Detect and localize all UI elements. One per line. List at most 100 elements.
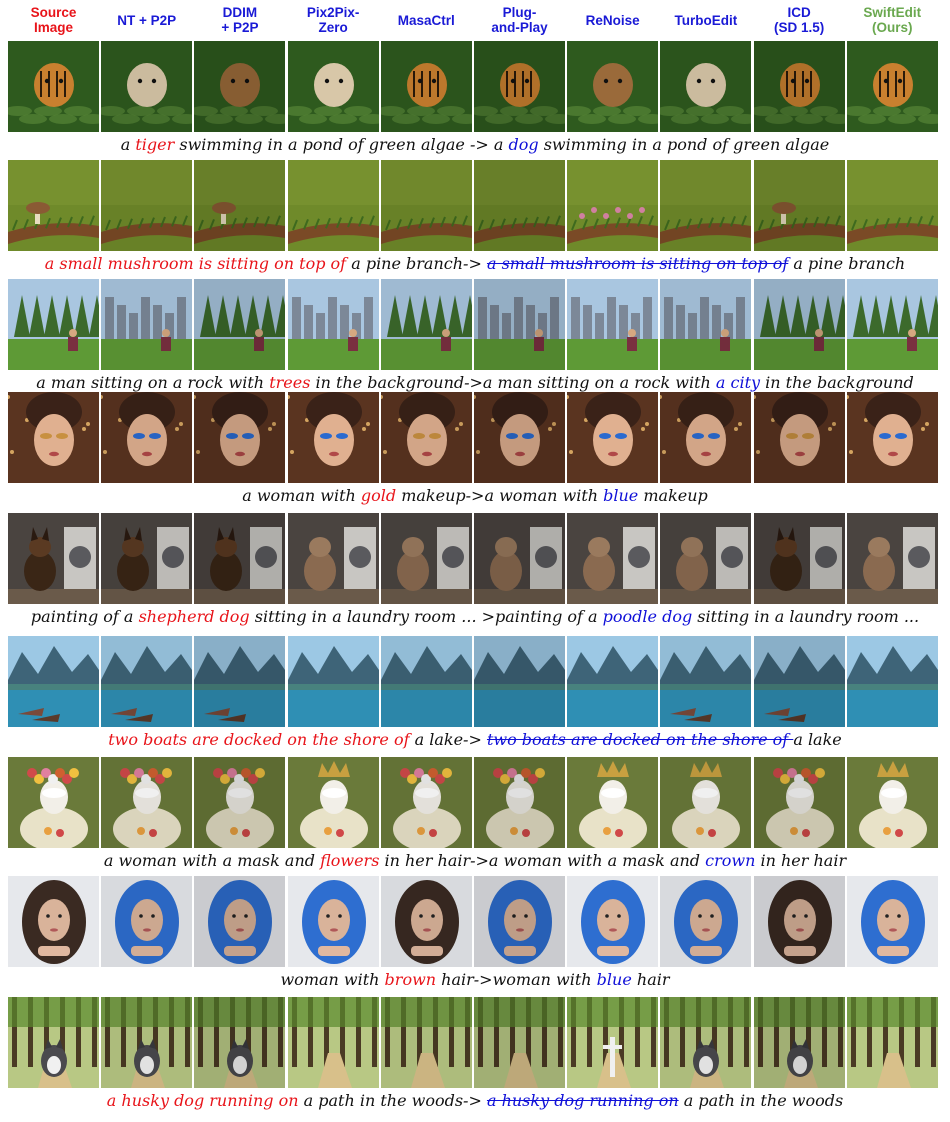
column-header-3: Pix2Pix- Zero xyxy=(306,5,360,35)
caption-segment: tiger xyxy=(135,135,175,154)
result-image-7 xyxy=(660,513,752,604)
caption-segment: hair->woman with xyxy=(436,970,597,989)
result-image-4 xyxy=(380,279,472,370)
column-header-2: DDIM + P2P xyxy=(221,5,259,35)
caption-segment: makeup->a woman with xyxy=(396,486,604,505)
caption-segment: woman with xyxy=(280,970,385,989)
result-image-6 xyxy=(567,636,659,727)
caption-segment: a woman with a mask and xyxy=(103,851,321,870)
caption-segment: a small mushroom is sitting on top of xyxy=(44,254,347,273)
result-image-7 xyxy=(660,41,752,132)
caption-segment: a husky dog running on xyxy=(486,1091,679,1110)
image-strip xyxy=(8,997,938,1088)
result-image-8 xyxy=(753,41,845,132)
result-image-8 xyxy=(753,160,845,251)
result-image-1 xyxy=(101,41,193,132)
result-image-7 xyxy=(660,876,752,967)
result-image-5 xyxy=(474,160,565,251)
result-image-4 xyxy=(380,41,472,132)
edit-prompt-caption: woman with brown hair->woman with blue h… xyxy=(0,970,950,990)
result-image-8 xyxy=(753,636,845,727)
caption-segment: in her hair->a woman with a mask and xyxy=(379,851,706,870)
result-image-4 xyxy=(380,513,472,604)
caption-segment: flowers xyxy=(320,851,380,870)
result-image-9 xyxy=(846,392,938,483)
result-image-1 xyxy=(101,636,193,727)
caption-segment: in the background xyxy=(760,373,914,392)
result-image-5 xyxy=(474,757,565,848)
image-strip xyxy=(8,160,938,251)
result-image-7 xyxy=(660,279,752,370)
result-image-9 xyxy=(846,876,938,967)
result-image-4 xyxy=(380,876,472,967)
image-strip xyxy=(8,876,938,967)
column-header-5: Plug- and-Play xyxy=(491,5,548,35)
result-image-2 xyxy=(194,41,286,132)
caption-segment: sitting in a laundry room ... >painting … xyxy=(249,607,603,626)
edit-prompt-caption: a small mushroom is sitting on top of a … xyxy=(0,254,950,274)
result-image-6 xyxy=(567,876,659,967)
result-image-8 xyxy=(753,757,845,848)
caption-segment: trees xyxy=(269,373,311,392)
caption-segment: crown xyxy=(705,851,756,870)
caption-segment: painting of a xyxy=(30,607,139,626)
result-image-0 xyxy=(8,513,99,604)
result-image-5 xyxy=(474,997,565,1088)
result-image-0 xyxy=(8,997,99,1088)
caption-segment: sitting in a laundry room ... xyxy=(692,607,920,626)
image-strip xyxy=(8,279,938,370)
result-image-2 xyxy=(194,279,286,370)
result-image-0 xyxy=(8,392,99,483)
result-image-5 xyxy=(474,636,565,727)
result-image-2 xyxy=(194,997,286,1088)
result-image-5 xyxy=(474,392,565,483)
result-image-1 xyxy=(101,392,193,483)
result-image-2 xyxy=(194,876,286,967)
caption-segment: in her hair xyxy=(755,851,847,870)
result-image-5 xyxy=(474,279,565,370)
caption-segment: a path in the woods xyxy=(678,1091,844,1110)
column-header-8: ICD (SD 1.5) xyxy=(773,5,825,35)
result-image-9 xyxy=(846,757,938,848)
result-image-5 xyxy=(474,513,565,604)
image-strip xyxy=(8,41,938,132)
caption-segment: a small mushroom is sitting on top of xyxy=(486,254,789,273)
edit-prompt-caption: a husky dog running on a path in the woo… xyxy=(0,1091,950,1111)
result-image-8 xyxy=(753,876,845,967)
result-image-8 xyxy=(753,279,845,370)
caption-segment: dog xyxy=(508,135,539,154)
column-header-6: ReNoise xyxy=(585,12,640,28)
result-image-8 xyxy=(753,392,845,483)
result-image-6 xyxy=(567,41,659,132)
result-image-9 xyxy=(846,160,938,251)
caption-segment: in the background->a man sitting on a ro… xyxy=(310,373,716,392)
caption-segment: a woman with xyxy=(242,486,361,505)
result-image-1 xyxy=(101,513,193,604)
result-image-3 xyxy=(287,636,379,727)
result-image-3 xyxy=(287,757,379,848)
result-image-3 xyxy=(287,392,379,483)
column-header-4: MasaCtrl xyxy=(397,12,455,28)
edit-prompt-caption: a tiger swimming in a pond of green alga… xyxy=(0,135,950,155)
result-image-3 xyxy=(287,513,379,604)
image-strip xyxy=(8,392,938,483)
result-image-3 xyxy=(287,160,379,251)
caption-segment: blue xyxy=(603,486,639,505)
caption-segment: a lake-> xyxy=(409,730,487,749)
result-image-6 xyxy=(567,160,659,251)
caption-segment: blue xyxy=(596,970,632,989)
result-image-7 xyxy=(660,160,752,251)
result-image-0 xyxy=(8,279,99,370)
column-header-1: NT + P2P xyxy=(117,12,177,28)
result-image-0 xyxy=(8,757,99,848)
result-image-9 xyxy=(846,41,938,132)
result-image-9 xyxy=(846,279,938,370)
result-image-7 xyxy=(660,636,752,727)
edit-prompt-caption: two boats are docked on the shore of a l… xyxy=(0,730,950,750)
result-image-8 xyxy=(753,513,845,604)
result-image-0 xyxy=(8,160,99,251)
result-image-4 xyxy=(380,392,472,483)
edit-prompt-caption: painting of a shepherd dog sitting in a … xyxy=(0,607,950,627)
edit-prompt-caption: a man sitting on a rock with trees in th… xyxy=(0,373,950,393)
result-image-1 xyxy=(101,876,193,967)
